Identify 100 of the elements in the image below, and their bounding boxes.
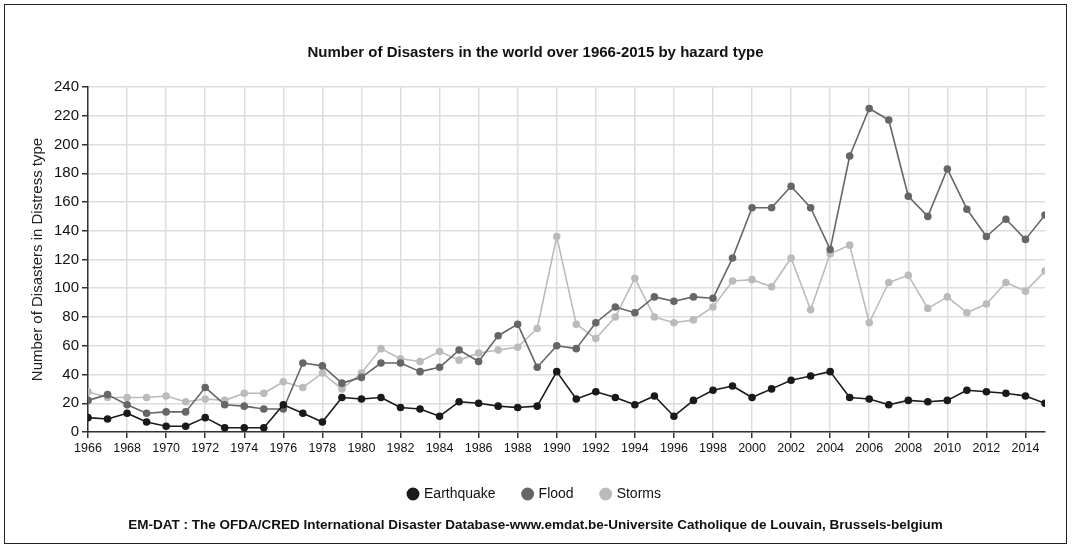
point — [1002, 215, 1010, 224]
point — [201, 395, 210, 403]
point — [611, 313, 620, 321]
point — [592, 318, 600, 327]
point — [982, 232, 991, 241]
x-tick-label: 2012 — [972, 440, 1001, 455]
point — [748, 393, 756, 402]
point — [748, 203, 756, 212]
point — [299, 409, 307, 418]
point — [494, 402, 502, 410]
point — [123, 409, 131, 418]
point — [865, 318, 874, 327]
point — [552, 341, 561, 350]
point — [260, 423, 268, 432]
point — [338, 385, 346, 393]
point — [513, 320, 522, 328]
point — [455, 398, 463, 406]
point — [1002, 278, 1010, 287]
point — [1021, 235, 1030, 244]
point — [162, 422, 170, 431]
point — [709, 386, 717, 395]
point — [220, 423, 229, 432]
x-tick-label: 2004 — [816, 440, 845, 455]
point — [357, 373, 366, 382]
point — [884, 116, 893, 124]
point — [884, 278, 893, 287]
point — [767, 203, 776, 212]
x-tick-label: 1996 — [660, 440, 688, 455]
point — [826, 245, 834, 254]
point — [1021, 392, 1030, 400]
point — [963, 308, 971, 317]
x-tick-label: 1986 — [464, 440, 493, 455]
point — [318, 418, 327, 426]
point — [201, 383, 210, 392]
point — [162, 408, 170, 416]
x-tick-label: 2014 — [1011, 440, 1040, 455]
point — [103, 415, 112, 423]
point — [1002, 389, 1010, 397]
point — [377, 344, 385, 353]
point — [142, 409, 151, 418]
x-tick-label: 1992 — [581, 440, 610, 455]
point — [1021, 287, 1030, 295]
point — [963, 386, 971, 395]
point — [201, 413, 210, 422]
point — [572, 344, 581, 353]
point — [455, 346, 463, 354]
x-tick-label: 2008 — [894, 440, 923, 455]
point — [845, 393, 854, 402]
point — [162, 392, 170, 400]
point — [611, 303, 620, 311]
point — [416, 405, 424, 413]
point — [924, 398, 932, 406]
y-tick-label: 120 — [54, 249, 80, 267]
point — [299, 359, 307, 367]
legend-label: Flood — [538, 484, 574, 501]
x-tick-label: 1990 — [542, 440, 571, 455]
point — [826, 367, 834, 376]
legend-label: Earthquake — [424, 484, 496, 501]
chart-title: Number of Disasters in the world over 1966-2015 by hazard type — [306, 43, 765, 60]
point — [181, 408, 190, 416]
point — [767, 283, 776, 291]
point — [357, 395, 366, 403]
x-tick-label: 1984 — [425, 440, 454, 455]
point — [631, 274, 639, 282]
point — [631, 308, 639, 317]
text: EM-DAT : The OFDA/CRED International Disaster Database-www.emdat.be-Universite Catholique de Louvain, Brussels-belgium — [127, 517, 944, 532]
y-tick-label: 240 — [54, 77, 80, 95]
point — [318, 362, 327, 370]
point — [494, 331, 502, 340]
point — [142, 393, 151, 402]
point — [963, 205, 971, 213]
point — [592, 387, 600, 396]
point — [377, 393, 385, 402]
point — [592, 334, 600, 343]
point — [943, 165, 952, 173]
point — [435, 412, 444, 420]
point — [806, 306, 815, 314]
point — [787, 254, 795, 262]
point — [279, 400, 288, 409]
point — [513, 343, 522, 351]
point — [904, 192, 913, 201]
x-tick-label: 1968 — [113, 440, 142, 455]
x-tick-label: 1972 — [191, 440, 220, 455]
legend-label: Storms — [616, 484, 661, 501]
point — [845, 152, 854, 160]
point — [338, 379, 346, 387]
point — [670, 412, 678, 420]
point — [240, 402, 249, 410]
point — [943, 293, 952, 301]
x-tick-label: 1974 — [230, 440, 259, 455]
point — [806, 203, 815, 212]
point — [924, 212, 932, 221]
point — [572, 320, 581, 328]
point — [279, 377, 288, 386]
y-tick-label: 20 — [62, 393, 80, 411]
y-tick-label: 200 — [54, 134, 80, 152]
point — [142, 418, 151, 426]
point — [611, 393, 620, 402]
point — [552, 367, 561, 376]
point — [318, 369, 327, 377]
